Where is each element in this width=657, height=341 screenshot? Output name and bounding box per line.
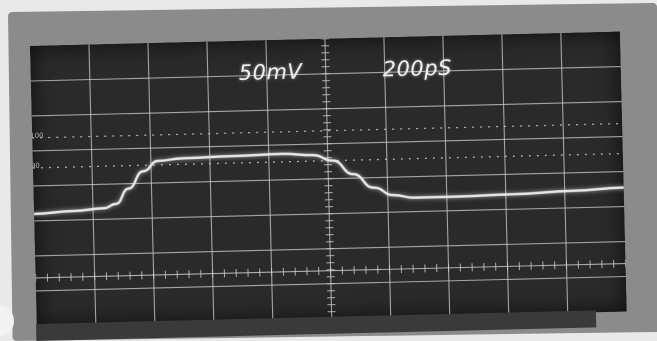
- control-knob-edge: [0, 306, 14, 336]
- graticule-axis-ticks: [35, 38, 627, 320]
- waveform-trace: [32, 152, 625, 216]
- graticule-mark-90: 90: [30, 161, 40, 171]
- scope-screen-frame: 100 90 50mV 200pS: [30, 31, 627, 326]
- graticule-and-trace: [30, 33, 627, 325]
- volts-per-div-label: 50mV: [238, 59, 303, 85]
- time-per-div-label: 200pS: [382, 55, 453, 82]
- graticule-mark-100: 100: [30, 131, 44, 141]
- grid-center-horizontal: [35, 262, 626, 279]
- scope-screen: 100 90 50mV 200pS: [30, 31, 627, 326]
